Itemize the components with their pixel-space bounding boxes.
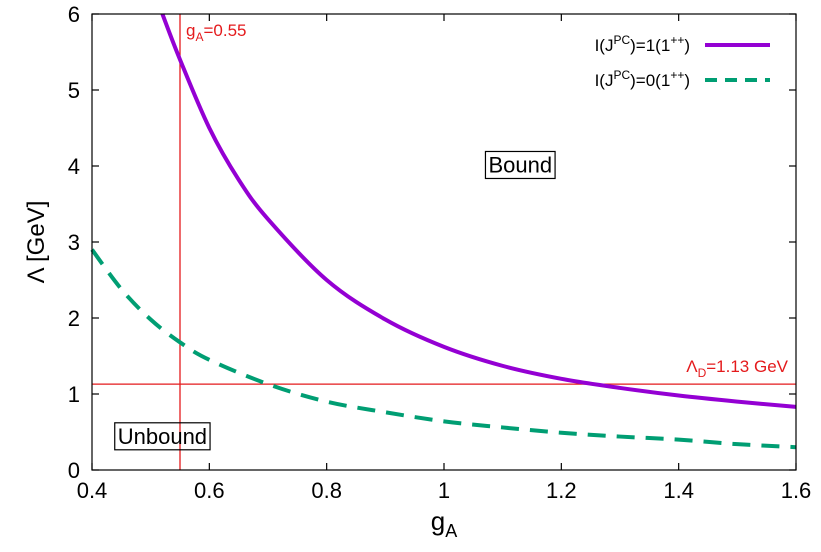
legend: I(JPC)=1(1++) I(JPC)=0(1++): [595, 33, 770, 90]
legend-entry-label-part: )=0(1: [630, 71, 670, 90]
x-tick-label: 1.2: [546, 478, 577, 503]
legend-entry-label-superscript: PC: [613, 33, 630, 47]
legend-entry-label: I(JPC)=1(1++): [595, 33, 690, 55]
legend-entry-label-part: ): [684, 71, 690, 90]
vertical-reference-label-rest: =0.55: [203, 21, 246, 40]
vertical-reference-label-main: g: [186, 21, 195, 40]
x-axis-title-sub: A: [445, 521, 457, 541]
plot-frame: [91, 13, 797, 471]
legend-entry-label-superscript: ++: [670, 33, 684, 47]
series-line-1: [160, 13, 797, 409]
region-label-bound: Bound: [488, 152, 552, 177]
y-tick-label: 1: [68, 382, 80, 407]
legend-entry-label: I(JPC)=0(1++): [595, 68, 690, 90]
region-label-box: [114, 422, 211, 451]
region-label-unbound: Unbound: [118, 424, 207, 449]
x-tick-label: 1: [438, 478, 450, 503]
y-tick-label: 5: [68, 78, 80, 103]
region-label-box: [484, 150, 556, 180]
horizontal-reference-label-main: Λ: [686, 357, 698, 376]
legend-entry-label-superscript: ++: [670, 68, 684, 82]
y-tick-label: 0: [68, 458, 80, 483]
y-tick-label: 6: [68, 2, 80, 27]
series-line-2: [90, 248, 797, 450]
curves: [90, 13, 797, 450]
legend-entry-label-part: I(J: [595, 36, 614, 55]
region-annotations: Bound Unbound: [114, 150, 556, 451]
horizontal-reference-label-rest: =1.13 GeV: [706, 357, 788, 376]
vertical-reference-label: gA=0.55: [186, 21, 247, 44]
x-tick-label: 0.4: [77, 478, 108, 503]
x-tick-label: 0.6: [194, 478, 225, 503]
x-axis-title: gA: [431, 506, 457, 541]
y-axis-title: Λ [GeV]: [23, 201, 50, 284]
x-tick-label: 1.4: [663, 478, 694, 503]
horizontal-reference-label-sub: D: [698, 366, 707, 380]
legend-entry-label-part: I(J: [595, 71, 614, 90]
legend-entry-label-superscript: PC: [613, 68, 630, 82]
axis-ticks: 0.4 0.6 0.8 1 1.2 1.4 1.6 0 1 2 3 4 5 6: [68, 2, 812, 503]
x-axis-title-main: g: [431, 506, 445, 536]
y-tick-label: 4: [68, 154, 80, 179]
y-tick-label: 2: [68, 306, 80, 331]
y-tick-label: 3: [68, 230, 80, 255]
x-tick-label: 0.8: [311, 478, 342, 503]
reference-lines: [92, 14, 796, 470]
x-tick-label: 1.6: [781, 478, 812, 503]
vertical-reference-label-sub: A: [195, 30, 203, 44]
legend-entry-label-part: )=1(1: [630, 36, 670, 55]
legend-entry-label-part: ): [684, 36, 690, 55]
horizontal-reference-label: ΛD=1.13 GeV: [686, 357, 788, 380]
